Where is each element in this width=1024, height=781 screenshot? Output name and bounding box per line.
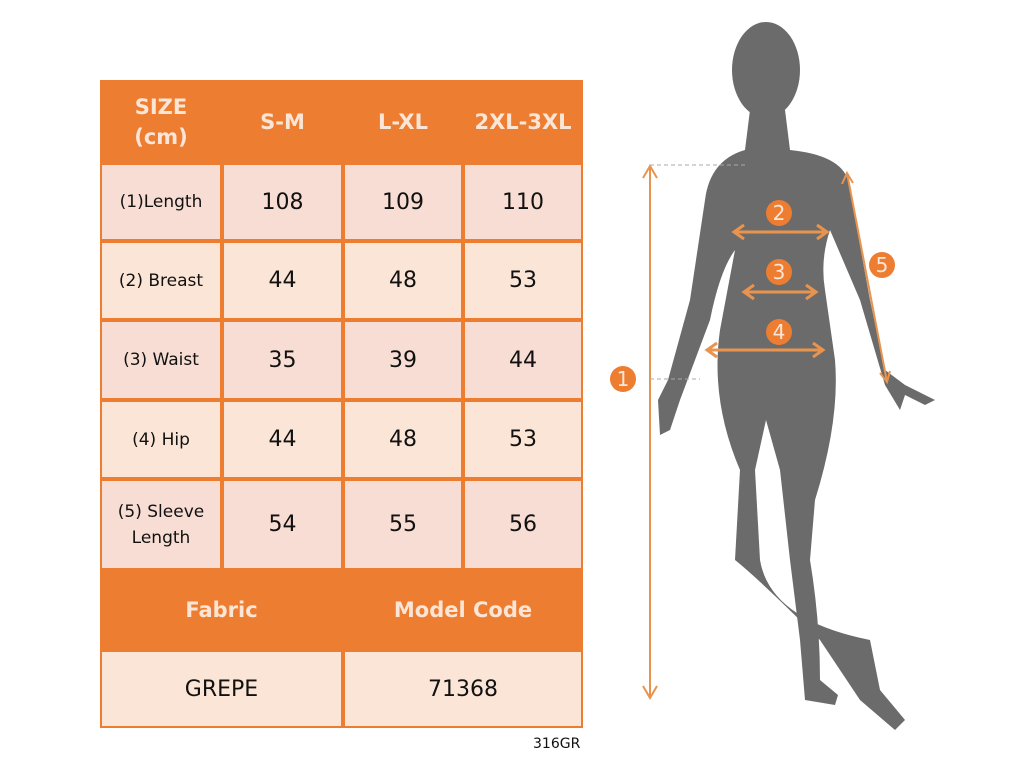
row-label: (1)Length (102, 165, 220, 239)
hip-arrow (704, 341, 826, 359)
marker-number: 4 (773, 320, 786, 344)
measurement-value: 39 (345, 322, 461, 398)
measurement-marker-1: 1 (610, 366, 636, 392)
size-chart-table: SIZE (cm) S-M L-XL 2XL-3XL (1)Length 108 109 11… (100, 80, 583, 728)
marker-number: 2 (773, 201, 786, 225)
woman-silhouette (658, 22, 935, 730)
measurement-value: 53 (465, 402, 581, 477)
fabric-value: GREPE (102, 652, 341, 726)
fabric-header: Fabric (185, 598, 258, 622)
length-measurement-arrow (642, 164, 745, 700)
waist-arrow (741, 283, 819, 301)
measurement-value: 48 (345, 402, 461, 477)
measurement-value: 35 (224, 322, 341, 398)
marker-number: 3 (773, 260, 786, 284)
sleeve-arrow (841, 170, 891, 385)
measurement-marker-4: 4 (766, 319, 792, 345)
measurement-value: 54 (224, 481, 341, 568)
header-size-label: SIZE (cm) (134, 94, 188, 149)
row-label: (5) Sleeve Length (102, 481, 220, 568)
row-label: (2) Breast (102, 243, 220, 318)
row-label: (4) Hip (102, 402, 220, 477)
row-label: (3) Waist (102, 322, 220, 398)
measurement-value: 48 (345, 243, 461, 318)
model-code-value: 71368 (345, 652, 581, 726)
header-size-1: L-XL (378, 109, 428, 134)
measurement-value: 44 (224, 243, 341, 318)
measurement-marker-5: 5 (869, 252, 895, 278)
header-size-2: 2XL-3XL (474, 109, 572, 134)
model-code-header: Model Code (393, 598, 533, 622)
breast-arrow (731, 223, 830, 241)
measurement-value: 44 (465, 322, 581, 398)
measurement-value: 53 (465, 243, 581, 318)
measurement-value: 108 (224, 165, 341, 239)
measurement-value: 110 (465, 165, 581, 239)
marker-number: 1 (617, 367, 630, 391)
measurement-marker-3: 3 (766, 259, 792, 285)
product-code: 316GR (533, 736, 581, 752)
measurement-value: 55 (345, 481, 461, 568)
header-size-0: S-M (260, 109, 305, 134)
measurement-marker-2: 2 (766, 200, 792, 226)
measurement-value: 56 (465, 481, 581, 568)
measurement-value: 109 (345, 165, 461, 239)
measurement-value: 44 (224, 402, 341, 477)
marker-number: 5 (876, 253, 889, 277)
